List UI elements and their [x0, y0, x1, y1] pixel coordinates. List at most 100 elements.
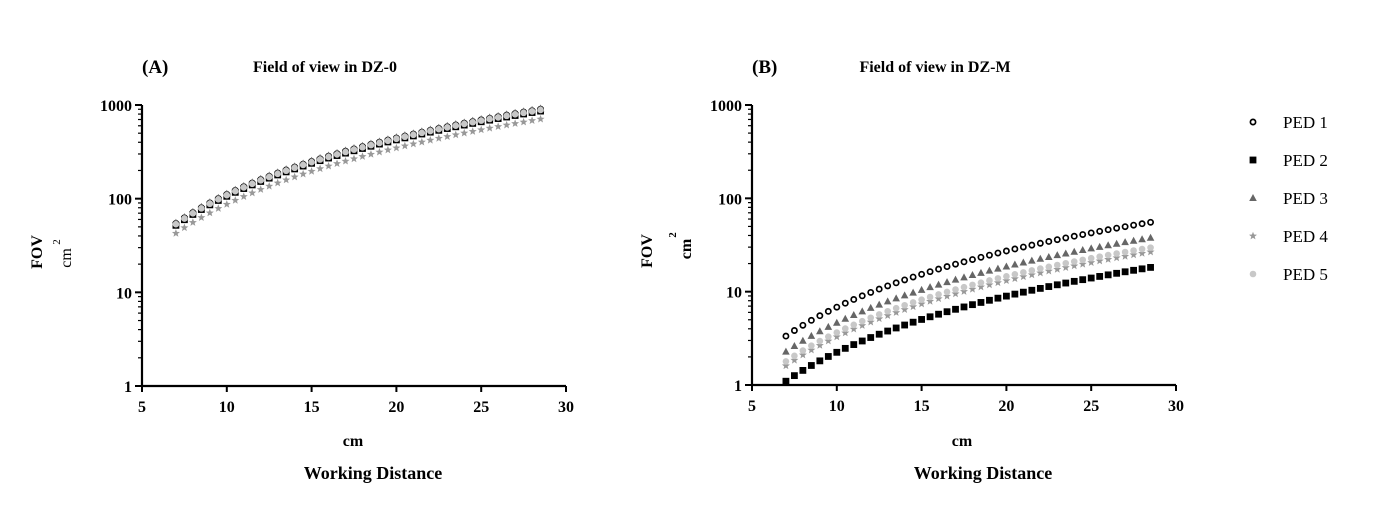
data-point — [451, 130, 460, 139]
x-tick-label: 10 — [219, 399, 235, 416]
data-point — [427, 127, 434, 135]
data-point — [1096, 253, 1103, 260]
data-point — [1019, 272, 1028, 281]
data-point — [189, 210, 197, 217]
data-point — [969, 281, 976, 289]
data-point — [824, 353, 832, 360]
data-point — [790, 342, 799, 350]
data-point — [841, 344, 849, 352]
data-point — [1138, 235, 1146, 243]
data-point — [935, 310, 942, 318]
data-point — [1146, 247, 1155, 256]
data-point — [791, 352, 798, 360]
data-point — [841, 314, 850, 322]
x-tick-label: 20 — [388, 399, 404, 416]
data-point — [1045, 252, 1053, 260]
data-point — [960, 258, 968, 266]
data-point — [977, 279, 985, 286]
data-point — [1070, 261, 1079, 270]
y-axis-unit-exponent: 2 — [667, 232, 679, 238]
data-point — [849, 310, 858, 318]
series-ped-2 — [172, 107, 544, 229]
x-tick-label: 30 — [558, 399, 574, 416]
data-point — [1061, 249, 1070, 257]
data-point — [883, 311, 892, 319]
data-point — [985, 251, 993, 259]
data-point — [993, 278, 1002, 287]
data-point — [231, 196, 240, 204]
data-point — [366, 150, 375, 158]
data-point — [1095, 256, 1104, 265]
data-point — [832, 332, 841, 341]
data-point — [502, 120, 511, 129]
data-point — [358, 152, 367, 160]
data-point — [1138, 249, 1147, 257]
data-point — [1079, 276, 1087, 284]
data-point — [850, 341, 858, 348]
data-point — [935, 291, 942, 298]
data-point — [274, 170, 281, 178]
data-point — [1147, 244, 1154, 251]
data-point — [1087, 274, 1095, 282]
data-point — [1104, 226, 1112, 234]
data-point — [1028, 286, 1036, 294]
data-point — [901, 276, 909, 284]
data-point — [833, 318, 841, 326]
data-point — [782, 358, 790, 365]
x-tick-label: 15 — [914, 398, 930, 415]
legend-item: PED 3 — [1249, 189, 1328, 208]
series-ped-5 — [172, 106, 544, 228]
data-point — [1045, 237, 1053, 245]
data-point — [884, 282, 892, 290]
data-point — [519, 117, 528, 126]
data-point — [1027, 270, 1036, 279]
series-ped-5 — [782, 244, 1154, 365]
x-tick-label: 25 — [1083, 398, 1099, 415]
data-point — [494, 114, 502, 121]
data-point — [256, 185, 265, 193]
data-point — [1112, 239, 1121, 247]
data-point — [1028, 241, 1036, 249]
data-point — [248, 180, 256, 188]
data-point — [171, 229, 180, 237]
data-point — [1045, 263, 1053, 271]
y-tick-label: 100 — [718, 191, 742, 208]
data-point — [1087, 254, 1095, 262]
data-point — [443, 132, 452, 140]
data-point — [1087, 258, 1096, 266]
data-point — [824, 336, 833, 345]
data-point — [791, 372, 798, 380]
data-point — [316, 164, 325, 173]
data-point — [1002, 247, 1010, 255]
legend-label: PED 5 — [1283, 265, 1328, 284]
data-point — [282, 175, 291, 184]
data-point — [273, 178, 282, 187]
data-point — [1036, 239, 1044, 247]
data-point — [799, 347, 807, 354]
data-point — [1019, 258, 1028, 266]
data-point — [917, 285, 926, 293]
data-point — [503, 112, 510, 120]
data-point — [781, 361, 790, 370]
data-point — [410, 131, 417, 139]
series-ped-2 — [782, 264, 1154, 385]
data-point — [1147, 264, 1154, 271]
legend-marker — [1249, 118, 1257, 126]
data-point — [383, 145, 392, 154]
data-point — [833, 348, 841, 356]
data-point — [1028, 256, 1036, 264]
data-point — [1121, 223, 1129, 231]
data-point — [909, 288, 917, 296]
data-point — [1011, 271, 1019, 278]
data-point — [926, 313, 934, 321]
series-ped-4 — [171, 114, 545, 237]
data-point — [468, 127, 477, 135]
data-point — [528, 108, 536, 115]
data-point — [1138, 220, 1146, 228]
data-point — [316, 156, 324, 163]
data-point — [1019, 243, 1027, 251]
data-point — [1036, 284, 1044, 292]
data-point — [1036, 254, 1045, 262]
data-point — [1104, 241, 1112, 249]
data-point — [875, 285, 883, 293]
